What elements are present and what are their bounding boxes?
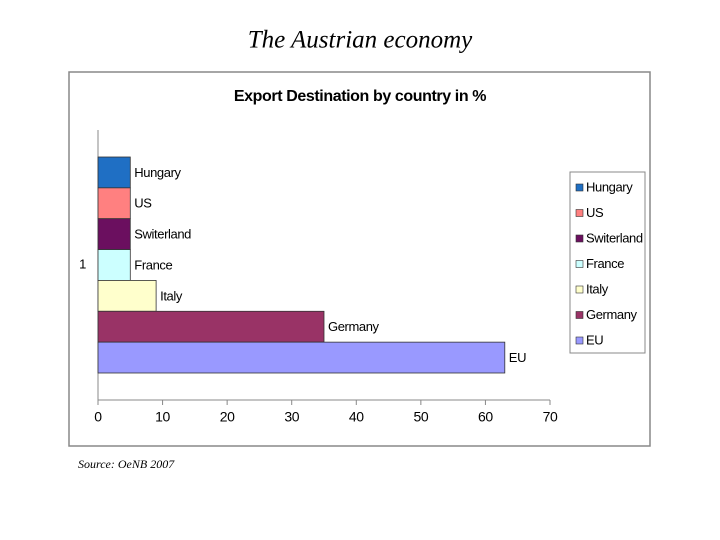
legend-label: Switerland — [586, 230, 643, 245]
legend-swatch — [575, 183, 584, 192]
legend-label: Germany — [586, 307, 638, 322]
slide-title: The Austrian economy — [248, 27, 473, 54]
legend-swatch — [575, 285, 584, 294]
legend-label: US — [586, 205, 604, 220]
bar-label: Switerland — [134, 227, 191, 242]
x-tick-label: 50 — [413, 409, 428, 425]
legend-label: Hungary — [586, 179, 633, 194]
legend-label: Italy — [586, 281, 609, 296]
legend-label: EU — [586, 332, 603, 347]
legend-swatch — [575, 311, 584, 319]
legend-swatch — [575, 234, 584, 243]
chart-title: Export Destination by country in % — [234, 88, 486, 105]
x-tick-label: 40 — [349, 409, 364, 425]
bar-label: US — [134, 196, 152, 211]
bar — [97, 280, 157, 312]
chart-frame — [68, 71, 651, 447]
bar-label: Italy — [160, 288, 183, 303]
bar — [97, 187, 131, 220]
x-tick-label: 70 — [543, 409, 558, 425]
bar-label: Hungary — [134, 165, 181, 180]
bar — [97, 218, 131, 250]
x-tick-label: 20 — [220, 409, 235, 425]
bar-label: France — [134, 257, 172, 272]
source-note: Source: OeNB 2007 — [78, 457, 175, 471]
legend-swatch — [575, 336, 584, 345]
legend-swatch — [575, 260, 584, 268]
bar — [97, 341, 506, 374]
x-tick-label: 30 — [284, 409, 299, 425]
y-tick-label: 1 — [79, 256, 86, 271]
x-tick-label: 10 — [155, 409, 170, 425]
bar — [97, 156, 131, 189]
legend-swatch — [575, 209, 584, 217]
x-tick-label: 0 — [94, 409, 102, 425]
bar-label: Germany — [328, 319, 380, 334]
bar-label: EU — [509, 350, 526, 365]
legend-label: France — [586, 256, 624, 271]
bar — [97, 310, 325, 343]
x-tick-label: 60 — [478, 409, 493, 425]
bar — [97, 249, 131, 281]
